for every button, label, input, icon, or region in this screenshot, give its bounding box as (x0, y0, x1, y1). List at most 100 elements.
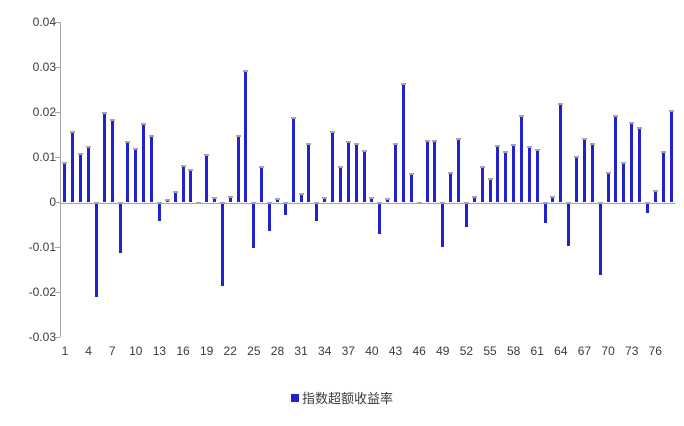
bar-cap-marker (393, 143, 399, 146)
bar-cap-marker (597, 202, 603, 204)
x-tick-label: 31 (294, 344, 308, 358)
y-tick-label: -0.02 (28, 285, 56, 299)
bar-cap-marker (188, 169, 194, 172)
bar-cap-marker (487, 177, 493, 180)
bar-cap-marker (456, 137, 462, 140)
bar (606, 173, 610, 202)
y-tick-label: 0 (49, 195, 56, 209)
bar-cap-marker (574, 155, 580, 158)
bar-cap-marker (495, 145, 501, 148)
bar-cap-marker (361, 150, 367, 153)
bar (614, 116, 618, 202)
x-tick-label: 61 (530, 344, 544, 358)
bar-cap-marker (259, 166, 265, 169)
bar (472, 198, 476, 202)
bar-cap-marker (282, 202, 288, 204)
x-tick-label: 4 (85, 344, 92, 358)
x-axis: 1 4 7 10 13 16 19 22 25 28 31 34 37 40 43 46 49 52 55 58 61 6… (0, 344, 684, 364)
bar-cap-marker (424, 140, 430, 143)
bar (268, 202, 272, 231)
bar (425, 142, 429, 202)
bar-cap-marker (605, 171, 611, 174)
bar-cap-marker (86, 146, 92, 149)
bar-cap-marker (668, 110, 674, 112)
bar-cap-marker (542, 202, 548, 204)
bar-cap-marker (550, 195, 556, 198)
bar-cap-marker (566, 202, 572, 204)
bar-cap-marker (251, 202, 257, 204)
bar-cap-marker (408, 173, 414, 176)
bar-cap-marker (400, 82, 406, 85)
bar (630, 124, 634, 202)
y-tick-mark (55, 247, 60, 248)
bar (118, 202, 122, 253)
x-tick-label: 73 (625, 344, 639, 358)
bar-cap-marker (534, 148, 540, 151)
bar (126, 142, 130, 202)
bar (323, 199, 327, 202)
bar (205, 156, 209, 202)
bar (653, 191, 657, 202)
legend-label: 指数超额收益率 (301, 391, 393, 406)
y-tick-label: 0.04 (32, 15, 56, 29)
bar-cap-marker (290, 117, 296, 120)
bar (157, 202, 161, 222)
bar (598, 202, 602, 276)
bar (102, 113, 106, 202)
bar (582, 139, 586, 202)
legend-item-series[interactable]: 指数超额收益率 (290, 388, 393, 407)
bar (63, 163, 67, 202)
bar-cap-marker (660, 150, 666, 153)
bar (331, 133, 335, 202)
bar-cap-marker (180, 164, 186, 167)
bar (669, 112, 673, 202)
bar (504, 153, 508, 202)
bar (220, 202, 224, 287)
x-tick-label: 43 (388, 344, 403, 358)
y-axis-line (60, 22, 61, 337)
bar (567, 202, 571, 247)
bar (244, 71, 248, 202)
bar (464, 202, 468, 227)
chart-legend: 指数超额收益率 (0, 388, 684, 407)
bar (386, 200, 390, 202)
x-tick-label: 55 (483, 344, 497, 358)
bar (181, 166, 185, 202)
bar (213, 199, 216, 202)
plot-area (61, 22, 675, 337)
bar-cap-marker (519, 115, 524, 118)
bar-cap-marker (644, 202, 650, 204)
bar (79, 155, 83, 202)
x-tick-label: 40 (365, 344, 379, 358)
x-tick-label: 76 (648, 344, 662, 358)
bar-cap-marker (133, 148, 139, 151)
bar-cap-marker (621, 161, 627, 164)
bar-cap-marker (558, 102, 564, 105)
x-tick-label: 49 (436, 344, 450, 358)
bar (338, 168, 342, 202)
x-tick-label: 28 (270, 344, 285, 358)
bar-cap-marker (78, 153, 84, 156)
bar-cap-marker (314, 202, 320, 204)
y-tick-mark (55, 202, 60, 203)
bar (645, 202, 649, 214)
bar-cap-marker (637, 126, 643, 129)
bar-cap-marker (337, 166, 343, 169)
bar (165, 201, 169, 203)
bar-cap-marker (416, 202, 422, 204)
bar-cap-marker (204, 154, 210, 157)
bar (362, 152, 366, 202)
bar-cap-marker (440, 202, 446, 204)
x-tick-label: 34 (318, 344, 332, 358)
bar-cap-marker (589, 142, 595, 145)
bar (236, 137, 240, 202)
bar (449, 173, 453, 202)
bar (354, 145, 358, 202)
bar-cap-marker (330, 131, 336, 134)
bar (496, 147, 500, 202)
x-tick-label: 1 (61, 344, 69, 358)
y-tick-mark (55, 112, 60, 113)
bar-cap-marker (125, 140, 131, 143)
x-tick-label: 16 (176, 344, 190, 358)
x-tick-label: 13 (152, 344, 167, 358)
